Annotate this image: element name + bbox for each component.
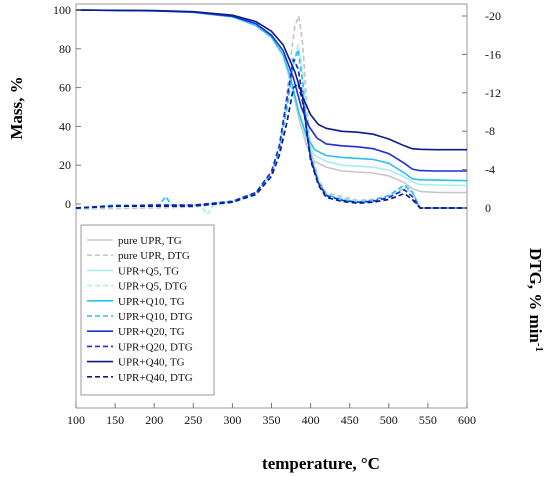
- tick-labels: 100 150 200 250 300 350 400 450 500 550 6000204060…: [53, 3, 501, 427]
- right-tick-label: -20: [485, 9, 501, 23]
- legend-label-9: UPR+Q40, DTG: [118, 372, 193, 384]
- series-line-6: [75, 9, 467, 172]
- x-axis-title: temperature, °C: [262, 454, 380, 473]
- right-tick-label: -12: [485, 86, 501, 100]
- legend-label-5: UPR+Q10, DTG: [118, 311, 193, 323]
- legend-box: [80, 224, 215, 396]
- left-axis-title: Mass, %: [7, 76, 26, 139]
- left-tick-label: 0: [65, 197, 71, 211]
- x-tick-label: 250: [184, 413, 202, 427]
- legend-label-7: UPR+Q20, DTG: [118, 341, 193, 353]
- x-tick-label: 100: [67, 413, 85, 427]
- x-tick-label: 500: [380, 413, 398, 427]
- series-line-9: [75, 82, 467, 209]
- right-axis-title-main: DTG, % min: [526, 248, 545, 343]
- right-axis-title-sup: -1: [533, 343, 545, 352]
- right-tick-label: -4: [485, 163, 495, 177]
- left-tick-label: 40: [59, 119, 71, 133]
- x-tick-label: 400: [302, 413, 320, 427]
- legend-label-1: pure UPR, DTG: [118, 250, 190, 262]
- legend: pure UPR, TG pure UPR, DTG UPR+Q5, TG UPR+Q…: [80, 224, 215, 396]
- x-tick-label: 350: [263, 413, 281, 427]
- right-tick-label: 0: [485, 201, 491, 215]
- left-tick-label: 80: [59, 42, 71, 56]
- legend-label-0: pure UPR, TG: [118, 235, 182, 247]
- x-tick-label: 150: [106, 413, 124, 427]
- left-tick-label: 60: [59, 81, 71, 95]
- legend-label-4: UPR+Q10, TG: [118, 296, 185, 308]
- x-tick-label: 450: [341, 413, 359, 427]
- x-tick-label: 600: [458, 413, 476, 427]
- series-line-4: [75, 9, 468, 182]
- series-line-8: [75, 9, 467, 151]
- legend-label-2: UPR+Q5, TG: [118, 265, 179, 277]
- left-tick-label: 20: [59, 158, 71, 172]
- right-tick-label: -16: [485, 47, 501, 61]
- left-tick-label: 100: [53, 3, 71, 17]
- legend-label-3: UPR+Q5, DTG: [118, 281, 187, 293]
- legend-label-6: UPR+Q20, TG: [118, 326, 185, 338]
- right-tick-label: -8: [485, 124, 495, 138]
- series-line-3: [75, 43, 467, 216]
- legend-label-8: UPR+Q40, TG: [118, 357, 185, 369]
- right-axis-title: DTG, % min-1: [526, 248, 545, 352]
- series-line-5: [75, 48, 467, 209]
- x-tick-label: 550: [419, 413, 437, 427]
- x-tick-label: 300: [223, 413, 241, 427]
- x-tick-label: 200: [145, 413, 163, 427]
